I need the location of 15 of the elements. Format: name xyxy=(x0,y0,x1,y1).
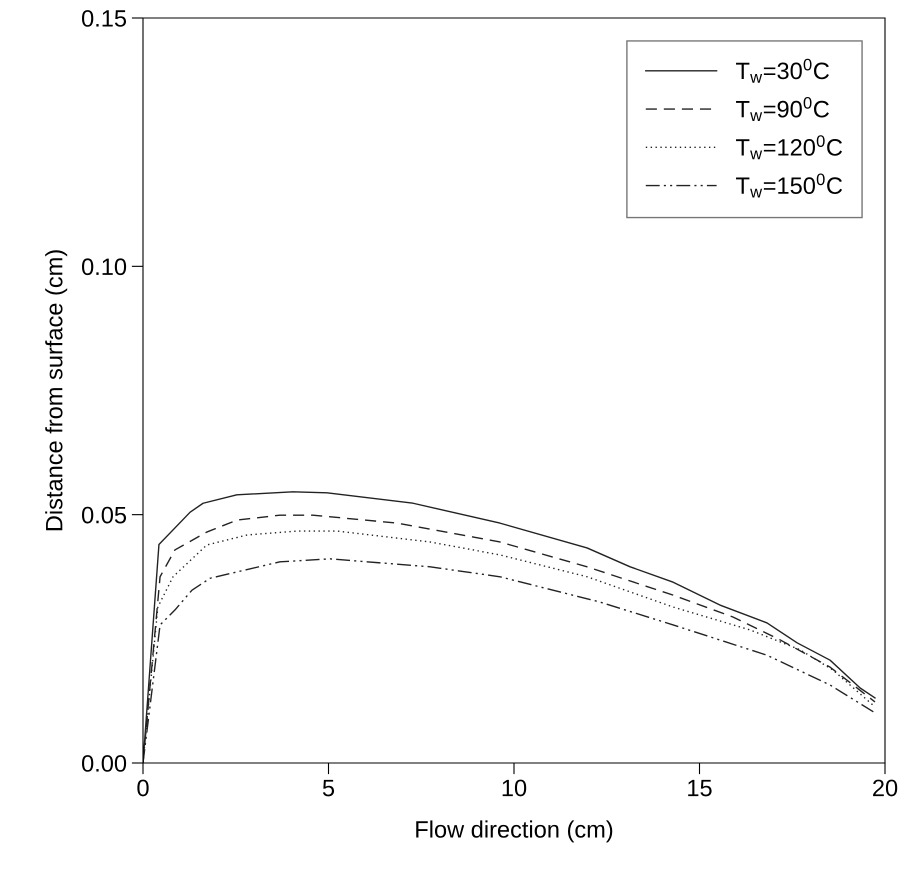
y-tick-label: 0.00 xyxy=(82,755,126,772)
legend-label: T$_{w}$=150$^{0}$C xyxy=(736,174,842,198)
y-tick-label: 0.05 xyxy=(82,506,126,524)
legend-label: T$_{w}$=30$^{0}$C xyxy=(736,58,829,83)
y-axis-title: Distance from surface (cm) xyxy=(45,250,68,530)
x-tick-label: 15 xyxy=(688,780,712,796)
legend-label: T$_{w}$=90$^{0}$C xyxy=(736,97,829,122)
legend-label: T$_{w}$=120$^{0}$C xyxy=(736,135,842,160)
x-tick-label: 10 xyxy=(502,780,526,796)
x-tick-label: 0 xyxy=(137,780,149,796)
x-tick-label: 20 xyxy=(873,780,898,796)
y-tick-label: 0.15 xyxy=(82,10,126,27)
y-tick-label: 0.10 xyxy=(82,258,126,276)
x-tick-label: 5 xyxy=(322,780,334,796)
x-axis-title: Flow direction (cm) xyxy=(416,820,612,842)
